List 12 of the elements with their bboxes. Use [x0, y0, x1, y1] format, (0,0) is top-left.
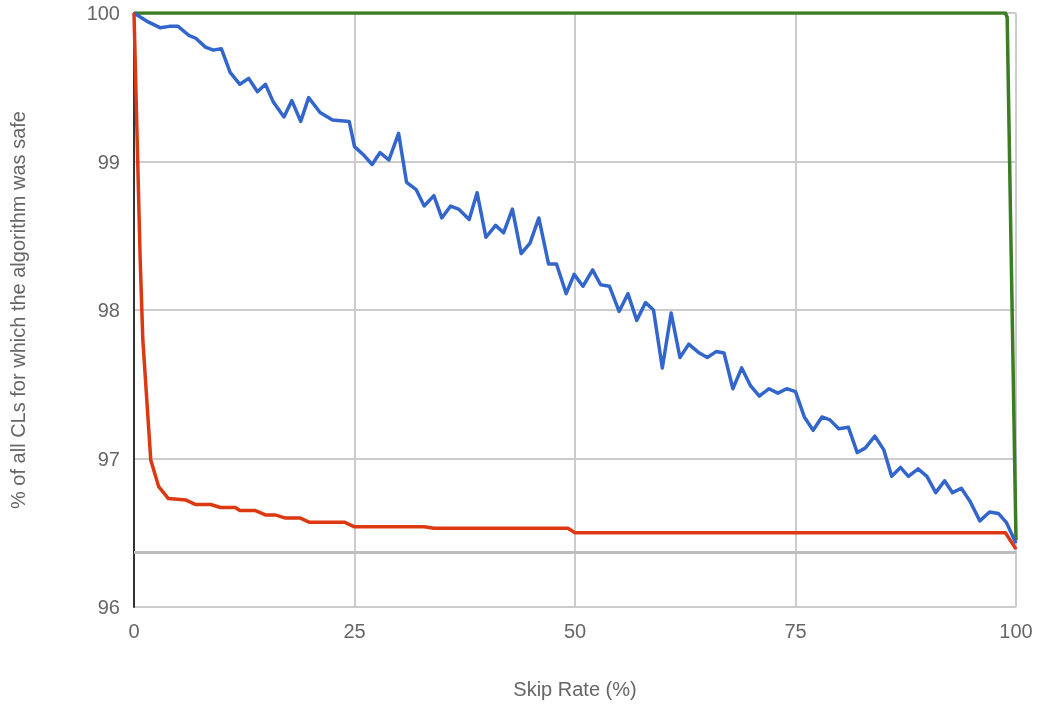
y-tick-label: 98 [97, 299, 120, 321]
y-axis-title: % of all CLs for which the algorithm was safe [7, 111, 29, 509]
x-axis-title: Skip Rate (%) [513, 678, 637, 700]
x-tick-label: 75 [784, 620, 807, 642]
y-tick-label: 97 [97, 447, 120, 470]
y-tick-label: 96 [97, 596, 120, 618]
x-tick-label: 100 [999, 620, 1033, 642]
x-tick-label: 0 [128, 620, 140, 642]
y-tick-label: 99 [97, 150, 120, 173]
x-tick-label: 50 [563, 620, 587, 642]
x-tick-label: 25 [343, 620, 366, 642]
y-tick-label: 100 [86, 2, 120, 24]
